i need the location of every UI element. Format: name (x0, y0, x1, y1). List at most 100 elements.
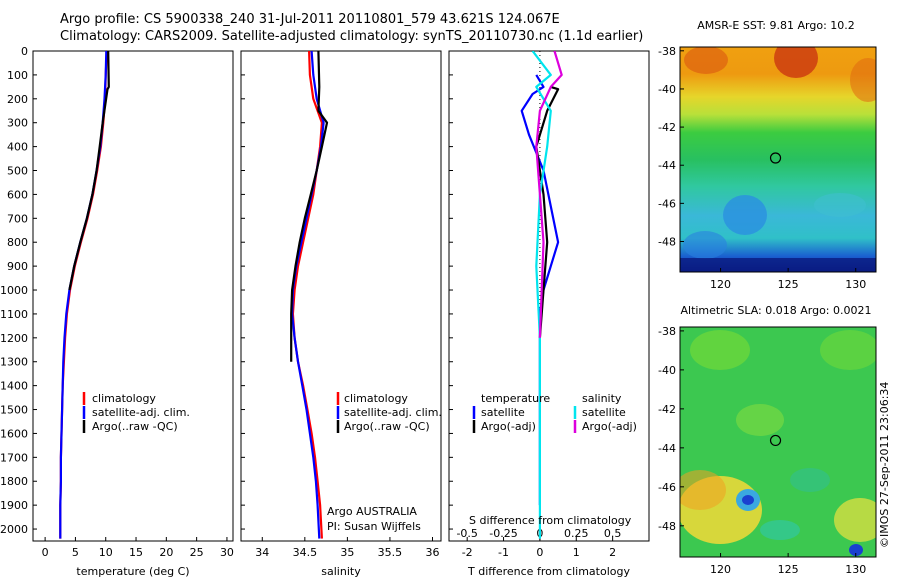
sla-low-patch (849, 544, 863, 556)
map-x-tick-label: 120 (710, 278, 731, 291)
depth-tick-label: 1100 (0, 308, 28, 321)
x-tick-label: 5 (72, 546, 79, 559)
sst-cold-band (680, 258, 876, 272)
x-tick-label: 1 (573, 546, 580, 559)
s-diff-tick-label: -0.5 (456, 527, 477, 540)
title-line-1: Argo profile: CS 5900338_240 31-Jul-2011… (60, 12, 560, 27)
s-diff-tick-label: 0.25 (564, 527, 589, 540)
series-line-climatology (59, 51, 108, 539)
depth-axis: 0 100 200 300 400 500 600 700 800 900 1000 1100 1200… (0, 45, 453, 536)
salinity-legend: climatology satellite-adj. clim. Argo(..… (327, 392, 442, 533)
depth-tick-label: 1900 (0, 499, 28, 512)
map-y-tick-label: -38 (658, 45, 676, 58)
depth-tick-label: 400 (7, 141, 28, 154)
sst-map-title: AMSR-E SST: 9.81 Argo: 10.2 (697, 19, 855, 32)
series-line-s-argo-adj- (535, 51, 563, 338)
legend-label-argo: Argo(..raw -QC) (92, 420, 178, 433)
map-y-tick-label: -48 (658, 235, 676, 248)
s-diff-tick-label: -0.25 (489, 527, 517, 540)
legend-label-argo: Argo(..raw -QC) (344, 420, 430, 433)
legend-label-t-satellite: satellite (481, 406, 525, 419)
depth-tick-label: 1300 (0, 356, 28, 369)
argo-location-marker (769, 152, 782, 164)
temperature-legend: climatology satellite-adj. clim. Argo(..… (82, 392, 190, 433)
x-tick-label: -1 (498, 546, 509, 559)
legend-label-satellite: satellite-adj. clim. (344, 406, 442, 419)
depth-tick-label: 0 (21, 45, 28, 58)
sla-map (680, 327, 876, 557)
legend-title-temperature: temperature (481, 392, 550, 405)
t-difference-xlabel: T difference from climatology (467, 565, 630, 578)
sla-patch (760, 520, 800, 540)
depth-tick-label: 1200 (0, 332, 28, 345)
depth-tick-label: 100 (7, 69, 28, 82)
legend-label-satellite: satellite-adj. clim. (92, 406, 190, 419)
series-line-argo-raw-qc- (290, 51, 329, 362)
sst-cold-patch (683, 231, 727, 259)
x-tick-label: 34.5 (293, 546, 318, 559)
depth-tick-label: 500 (7, 165, 28, 178)
map-y-tick-label: -40 (658, 364, 676, 377)
depth-tick-label: 300 (7, 117, 28, 130)
series-line-satellite-adj-clim- (59, 51, 108, 539)
map-y-tick-label: -48 (658, 520, 676, 533)
title-line-2: Climatology: CARS2009. Satellite-adjuste… (60, 29, 644, 44)
legend-label-t-argo: Argo(-adj) (481, 420, 536, 433)
pi-label: PI: Susan Wijffels (327, 520, 421, 533)
depth-tick-label: 1000 (0, 284, 28, 297)
legend-label-climatology: climatology (92, 392, 156, 405)
timestamp-stamp: ©IMOS 27-Sep-2011 23:06:34 (878, 381, 891, 548)
x-tick-label: -2 (462, 546, 473, 559)
depth-tick-label: 700 (7, 212, 28, 225)
salinity-xlabel: salinity (321, 565, 361, 578)
x-tick-label: 0 (42, 546, 49, 559)
argo-program-label: Argo AUSTRALIA (327, 505, 417, 518)
map-y-tick-label: -38 (658, 325, 676, 338)
sla-patch (820, 330, 876, 370)
temperature-plot: 0 5 10 15 20 25 30 (42, 51, 234, 559)
x-tick-label: 30 (220, 546, 234, 559)
x-tick-label: 2 (609, 546, 616, 559)
series-group (290, 51, 329, 539)
sst-warm-patch (684, 47, 728, 74)
series-line-climatology (291, 51, 323, 539)
x-tick-label: 10 (99, 546, 113, 559)
difference-legend: temperature salinity satellite Argo(-adj… (469, 392, 637, 527)
x-tick-label: 20 (159, 546, 173, 559)
sst-warm-patch (774, 47, 818, 78)
depth-tick-label: 1400 (0, 380, 28, 393)
depth-tick-label: 800 (7, 236, 28, 249)
temperature-panel-frame (32, 50, 234, 542)
temperature-xlabel: temperature (deg C) (76, 565, 189, 578)
sla-patch (690, 330, 750, 370)
x-tick-label: 35.5 (378, 546, 403, 559)
sst-warm-patch (850, 58, 876, 102)
legend-label-climatology: climatology (344, 392, 408, 405)
map-y-tick-label: -46 (658, 481, 676, 494)
x-tick-label: 34 (255, 546, 269, 559)
x-tick-label: 36 (425, 546, 439, 559)
s-diff-tick-label: 0.5 (604, 527, 622, 540)
depth-tick-label: 1600 (0, 427, 28, 440)
map-y-tick-label: -44 (658, 442, 676, 455)
x-tick-label: 35 (340, 546, 354, 559)
depth-tick-label: 1800 (0, 475, 28, 488)
map-y-tick-label: -42 (658, 121, 676, 134)
legend-label-s-argo: Argo(-adj) (582, 420, 637, 433)
sla-map-frame (679, 326, 877, 558)
sla-high-patch (680, 470, 726, 510)
map-y-tick-label: -46 (658, 197, 676, 210)
depth-tick-label: 900 (7, 260, 28, 273)
legend-label-s-satellite: satellite (582, 406, 626, 419)
sla-patch (736, 404, 784, 436)
sst-map (680, 47, 876, 272)
depth-tick-label: 1700 (0, 451, 28, 464)
legend-title-salinity: salinity (582, 392, 622, 405)
sst-cold-patch (723, 195, 767, 235)
map-x-tick-label: 125 (778, 563, 799, 576)
series-group (59, 51, 110, 539)
sla-map-axes: 120 125 130 -38 -40 -42 -44 -46 -48 (658, 325, 866, 576)
sla-patch (790, 468, 830, 492)
x-tick-label: 15 (129, 546, 143, 559)
